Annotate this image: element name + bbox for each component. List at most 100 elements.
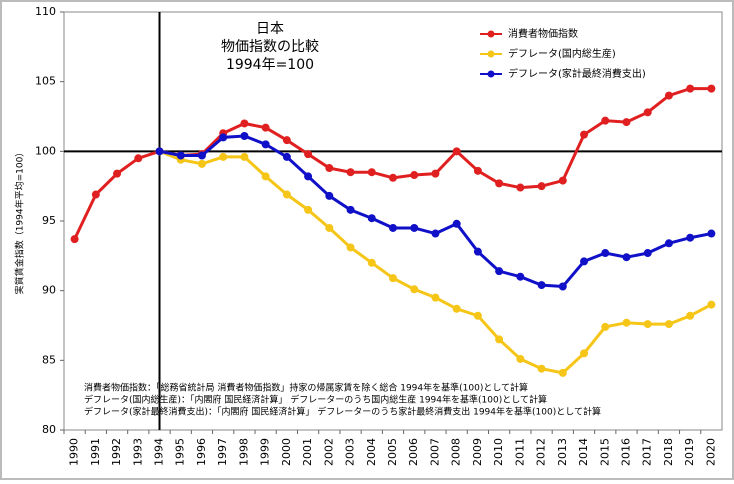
data-point — [282, 190, 291, 199]
x-tick-label: 1998 — [237, 438, 250, 466]
data-point — [643, 249, 652, 258]
legend-swatch — [487, 50, 495, 58]
data-point — [325, 223, 334, 232]
note: 消費者物価指数：「総務省統計局 消費者物価指数」持家の帰属家賃を除く総合 199… — [84, 382, 528, 394]
data-point — [155, 147, 164, 156]
x-tick-label: 2008 — [450, 438, 463, 466]
x-tick-label: 1997 — [216, 438, 229, 466]
data-point — [643, 108, 652, 117]
data-point — [282, 152, 291, 161]
x-tick-label: 2006 — [407, 438, 420, 466]
data-point — [325, 164, 334, 173]
data-point — [70, 235, 79, 244]
x-tick-label: 2011 — [513, 438, 526, 466]
y-tick-label: 110 — [35, 5, 56, 18]
data-point — [686, 233, 695, 242]
data-point — [367, 258, 376, 267]
data-point — [325, 191, 334, 200]
data-point — [346, 168, 355, 177]
x-tick-label: 2010 — [492, 438, 505, 466]
legend-swatch — [487, 30, 495, 38]
x-tick-label: 2005 — [386, 438, 399, 466]
legend-label: デフレータ(国内総生産) — [508, 47, 616, 60]
x-tick-label: 1991 — [89, 438, 102, 466]
data-point — [601, 322, 610, 331]
x-tick-label: 2016 — [619, 438, 632, 466]
data-point — [346, 205, 355, 214]
chart-title: 日本 — [256, 21, 284, 37]
y-tick-label: 105 — [35, 75, 56, 88]
data-point — [473, 247, 482, 256]
data-point — [707, 84, 716, 93]
x-tick-label: 2001 — [301, 438, 314, 466]
data-point — [516, 272, 525, 281]
x-tick-label: 1995 — [174, 438, 187, 466]
data-point — [707, 300, 716, 309]
data-point — [473, 166, 482, 175]
y-axis-label: 実質賃金指数（1994年平均=100） — [14, 148, 26, 295]
data-point — [580, 349, 589, 358]
data-point — [601, 116, 610, 125]
data-point — [282, 136, 291, 145]
data-point — [452, 304, 461, 313]
data-point — [643, 320, 652, 329]
data-point — [537, 364, 546, 373]
data-point — [622, 318, 631, 327]
data-point — [558, 368, 567, 377]
data-point — [495, 179, 504, 188]
data-point — [622, 253, 631, 262]
data-point — [304, 150, 313, 159]
data-point — [219, 152, 228, 161]
note: デフレータ(国内総生産)：「内閣府 国民経済計算」 デフレーターのうち国内総生産… — [84, 394, 547, 406]
x-tick-label: 2013 — [556, 438, 569, 466]
x-tick-label: 2017 — [641, 438, 654, 466]
legend-label: デフレータ(家計最終消費支出) — [508, 67, 646, 80]
data-point — [431, 169, 440, 178]
y-tick-label: 85 — [42, 353, 56, 366]
x-tick-label: 2002 — [322, 438, 335, 466]
data-point — [304, 172, 313, 181]
data-point — [473, 311, 482, 320]
data-point — [91, 190, 100, 199]
x-tick-label: 1990 — [68, 438, 81, 466]
data-point — [664, 320, 673, 329]
data-point — [495, 335, 504, 344]
data-point — [389, 274, 397, 283]
data-point — [431, 229, 440, 238]
data-point — [410, 171, 419, 180]
y-tick-label: 100 — [35, 144, 56, 157]
legend-swatch — [487, 70, 495, 78]
x-tick-label: 1992 — [110, 438, 123, 466]
x-tick-label: 2000 — [280, 438, 293, 466]
x-tick-label: 1994 — [153, 438, 166, 466]
x-tick-label: 1993 — [131, 438, 144, 466]
x-tick-label: 2018 — [662, 438, 675, 466]
data-point — [389, 223, 397, 232]
x-tick-label: 1996 — [195, 438, 208, 466]
data-point — [622, 118, 631, 127]
data-point — [113, 169, 122, 178]
x-tick-label: 2015 — [598, 438, 611, 466]
data-point — [558, 282, 567, 291]
x-tick-label: 2007 — [428, 438, 441, 466]
data-point — [664, 239, 673, 248]
data-point — [219, 133, 228, 142]
data-point — [495, 267, 504, 276]
data-point — [686, 84, 695, 93]
chart-title: 物価指数の比較 — [221, 39, 319, 55]
data-point — [452, 219, 461, 228]
data-point — [134, 154, 143, 163]
data-point — [261, 123, 270, 132]
x-tick-label: 2009 — [471, 438, 484, 466]
x-tick-label: 2019 — [683, 438, 696, 466]
data-point — [240, 132, 249, 141]
data-point — [240, 152, 249, 161]
x-tick-label: 2014 — [577, 438, 590, 466]
data-point — [261, 172, 270, 181]
data-point — [707, 229, 716, 238]
x-tick-label: 2020 — [704, 438, 717, 466]
y-tick-label: 90 — [42, 284, 56, 297]
data-point — [410, 223, 419, 232]
